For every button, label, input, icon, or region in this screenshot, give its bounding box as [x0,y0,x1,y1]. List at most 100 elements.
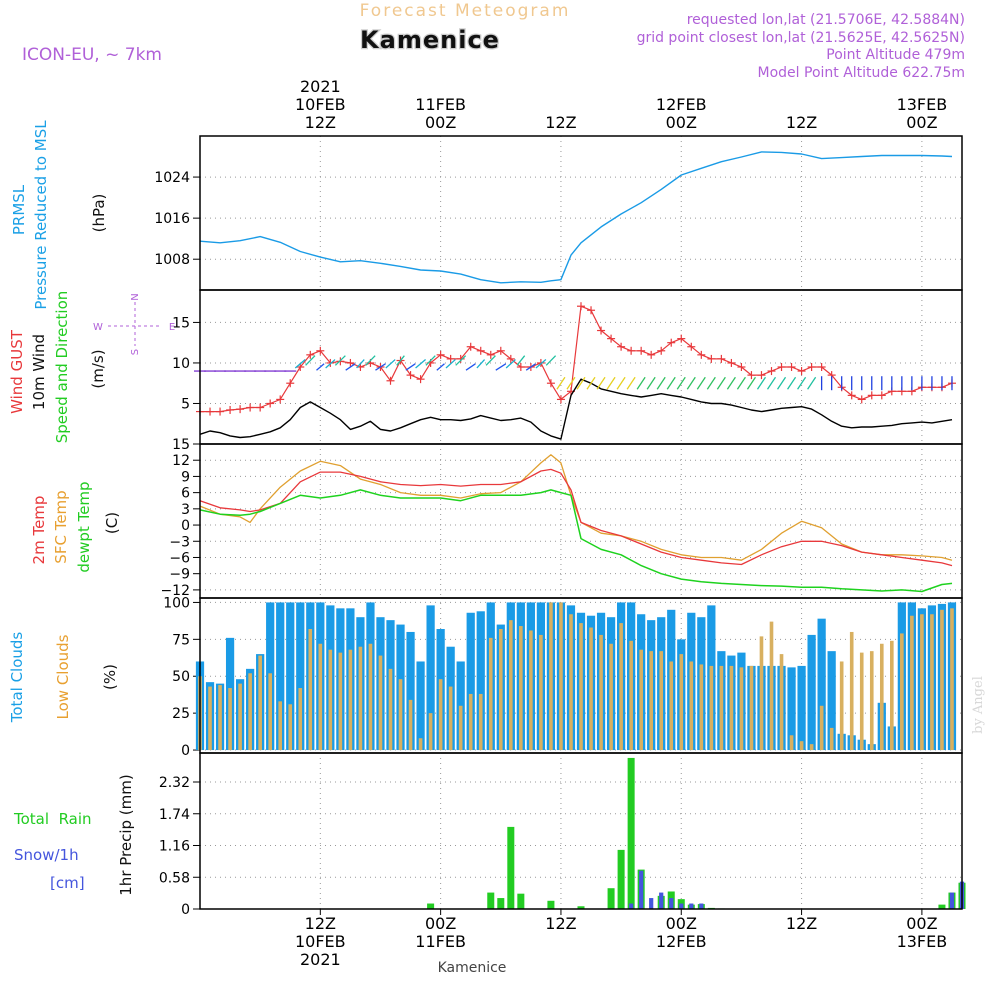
low-cloud-bar [238,683,242,751]
bottom-time-label: 00Z [666,914,697,933]
low-cloud-bar [759,636,764,751]
wind-direction-arrow [294,359,306,369]
snow-label: Snow/1h [14,846,79,864]
wind10-line [199,378,953,440]
rain-bar [427,903,435,909]
wind-direction-arrow [415,359,426,369]
pressure-label-1: PRMSL [10,184,28,235]
cloud-unit: (%) [101,664,119,690]
dewpt-label: dewpt Temp [75,481,93,572]
precip-ytick-label: 1.74 [159,807,190,823]
wind-direction-arrow [425,355,436,366]
top-time-label: 12Z [545,113,576,132]
temp-ytick-label: −12 [160,583,190,599]
low-cloud-bar [418,738,423,751]
clouds-ytick-label: 75 [172,632,190,648]
low-cloud-bar [448,686,453,751]
total-cloud-bar [406,631,415,751]
wind-direction-arrow [576,376,586,390]
low-cloud-bar [268,673,272,751]
precip-labels: Total Rain Snow/1h [cm] 1hr Precip (mm) [13,774,135,895]
low-cloud-bar [318,643,323,751]
low-cloud-bar [569,614,573,751]
temp-ytick-label: 3 [181,502,190,518]
precip-ytick-label: 1.16 [159,839,190,855]
wind-direction-arrow [375,363,386,371]
wind-direction-arrow [356,359,365,369]
low-cloud-bar [398,679,403,751]
precip-axis-label: 1hr Precip (mm) [117,774,135,895]
low-cloud-bar [669,661,674,751]
wind-direction-arrow [676,376,686,390]
low-cloud-bar [930,614,934,751]
total-cloud-bar [787,667,796,751]
temp-ytick-label: −9 [169,567,190,583]
low-cloud-bar [478,693,483,751]
wind-direction-arrow [316,363,325,371]
bottom-time-label: 11FEB [415,932,466,951]
snow-bar [689,903,694,909]
top-time-label: 12FEB [656,95,707,114]
precip-ytick-label: 0 [181,902,190,918]
low-cloud-bar [258,655,262,751]
wind-direction-arrow [465,363,476,371]
rain-bar [577,906,585,909]
low-cloud-bar [719,665,724,751]
wind-direction-arrow [596,376,606,390]
low-cloud-bar [338,652,343,751]
wind-direction-arrow [455,355,467,366]
sfc-temp-line [199,454,953,561]
bottom-time-label: 12Z [786,914,817,933]
bottom-time-label: 10FEB [295,932,346,951]
wind-direction-arrow [525,363,536,371]
temp-ytick-label: 12 [172,453,190,469]
total-cloud-bar [827,651,836,751]
wind-direction-arrow [385,359,396,369]
pressure-border [199,135,963,291]
wind-direction-arrow [334,355,346,366]
snow-bar [649,898,654,909]
compass-w: W [93,322,103,333]
rain-bar [627,757,635,909]
wind-direction-arrow [666,376,676,390]
low-cloud-bar [739,667,744,751]
low-cloud-bar [248,673,252,751]
wind-direction-arrow [776,376,787,390]
bottom-time-label: 12FEB [656,932,707,951]
pressure-ytick-label: 1016 [154,211,190,227]
low-cloud-bar [649,651,653,751]
temp-labels: 2m Temp SFC Temp dewpt Temp (C) [30,481,121,572]
low-cloud-bar [920,614,924,751]
low-cloud-bar [940,609,944,751]
snow-bar [659,892,664,909]
rain-bar [487,892,495,909]
low-cloud-bar [859,652,864,751]
snow-bar [679,903,684,909]
clouds-panel: 0 25 50 75 100 [163,595,963,759]
total-cloud-bar [466,612,475,751]
temp-ytick-label: −3 [169,534,190,550]
snow-bar [699,903,704,909]
low-cloud-bar [559,602,563,751]
top-time-label: 00Z [666,113,697,132]
low-cloud-bar [599,634,603,751]
bottom-time-label: 00Z [906,914,937,933]
wind-direction-arrow [716,376,726,390]
gust-line [200,305,953,413]
pressure-line [199,151,953,284]
top-time-label: 11FEB [415,95,466,114]
wind-direction-arrow [756,376,767,390]
wind-direction-arrow [646,376,656,390]
pressure-ytick-label: 1024 [154,170,190,186]
t2m-line [199,468,953,567]
rain-bar [497,898,505,909]
wind-direction-arrow [746,376,756,390]
wind-ytick-label: 15 [172,315,190,331]
low-cloud-bar [428,713,433,751]
wind-direction-arrow [305,355,316,366]
low-cloud-bar [388,668,393,751]
requested-coords: requested lon,lat (21.5706E, 42.5884N) [687,12,965,28]
